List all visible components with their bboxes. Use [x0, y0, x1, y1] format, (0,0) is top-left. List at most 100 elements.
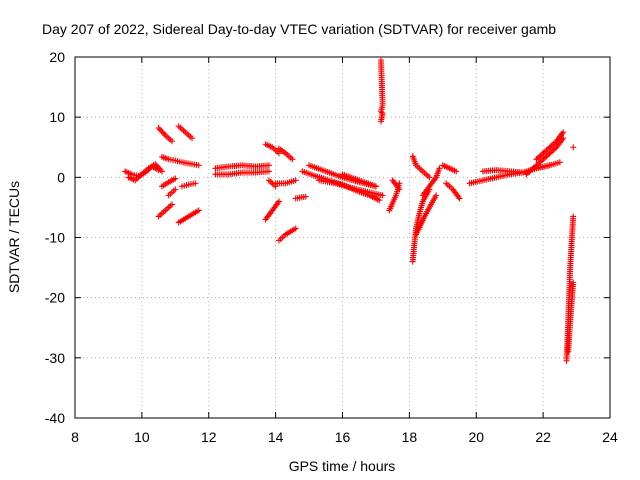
data-point — [157, 166, 164, 173]
data-point — [195, 207, 202, 214]
data-point — [379, 192, 386, 199]
data-point — [168, 201, 175, 208]
data-point — [436, 165, 443, 172]
data-point — [189, 135, 196, 142]
data-series-s06 — [158, 175, 179, 190]
data-point — [289, 156, 296, 163]
data-point — [532, 163, 539, 170]
data-point — [530, 164, 537, 171]
data-point — [539, 157, 546, 164]
data-point — [527, 167, 534, 174]
data-point — [396, 186, 403, 193]
x-tick-label: 12 — [201, 429, 217, 445]
data-point — [534, 154, 541, 161]
data-series-s18 — [272, 177, 299, 187]
data-point — [155, 124, 162, 131]
data-point — [453, 168, 460, 175]
data-point — [192, 180, 199, 187]
data-point — [536, 153, 543, 160]
data-series-s35 — [533, 129, 567, 163]
x-tick-label: 16 — [335, 429, 351, 445]
data-point — [158, 127, 165, 134]
y-tick-label: 0 — [57, 169, 65, 185]
y-tick-label: -10 — [45, 230, 65, 246]
data-point — [172, 175, 179, 182]
data-point — [153, 162, 160, 169]
x-tick-label: 8 — [71, 429, 79, 445]
data-series-s27 — [409, 186, 433, 265]
data-point — [456, 195, 463, 202]
data-point — [195, 162, 202, 169]
y-tick-label: 10 — [49, 109, 65, 125]
data-series-s26 — [389, 177, 403, 193]
data-point — [265, 168, 272, 175]
data-point — [547, 143, 554, 150]
x-tick-label: 24 — [602, 429, 618, 445]
chart-title: Day 207 of 2022, Sidereal Day-to-day VTE… — [42, 21, 556, 37]
data-point — [549, 142, 556, 149]
data-point — [542, 148, 549, 155]
data-point — [426, 174, 433, 181]
data-point — [570, 279, 577, 286]
data-point — [168, 138, 175, 145]
y-tick-label: -40 — [45, 410, 65, 426]
data-point — [546, 144, 553, 151]
data-series-s29 — [413, 192, 440, 238]
data-series-s36 — [523, 135, 567, 178]
data-point — [526, 168, 533, 175]
data-series-s04 — [155, 124, 175, 145]
data-series-s12 — [212, 162, 272, 172]
x-tick-label: 10 — [134, 429, 150, 445]
data-point — [158, 168, 165, 175]
data-point — [154, 163, 161, 170]
data-series-s09 — [155, 201, 175, 220]
data-point — [265, 162, 272, 169]
data-point — [542, 154, 549, 161]
y-tick-label: -30 — [45, 350, 65, 366]
data-point — [543, 147, 550, 154]
data-point — [159, 129, 166, 136]
data-series-s17 — [275, 225, 299, 244]
data-point — [524, 170, 531, 177]
data-series-s03 — [158, 153, 202, 169]
data-point — [529, 166, 536, 173]
data-point — [556, 159, 563, 166]
data-point — [160, 130, 167, 137]
data-series-s30 — [419, 165, 443, 199]
data-point — [275, 198, 282, 205]
data-point — [156, 165, 163, 172]
y-tick-label: -20 — [45, 290, 65, 306]
data-series-s23 — [339, 171, 379, 190]
data-point — [549, 148, 556, 155]
data-point — [560, 135, 567, 142]
data-point — [292, 225, 299, 232]
x-tick-label: 14 — [268, 429, 284, 445]
data-point — [172, 186, 179, 193]
data-series-s22 — [316, 177, 386, 199]
x-tick-label: 20 — [468, 429, 484, 445]
data-series-s19 — [292, 193, 309, 202]
axis-ticks: 8 10 12 14 16 18 20 22 24 -40 -30 -20 -10 0 10 20 — [45, 49, 618, 445]
data-series-s08 — [165, 186, 179, 199]
y-tick-label: 20 — [49, 49, 65, 65]
data-point — [550, 146, 557, 153]
data-point — [433, 192, 440, 199]
data-point — [570, 213, 577, 220]
data-point — [302, 193, 309, 200]
y-axis-label: SDTVAR / TECUs — [6, 181, 22, 293]
data-point — [152, 161, 159, 168]
data-point — [156, 126, 163, 133]
data-series-s13 — [262, 141, 282, 157]
data-series-s14 — [275, 145, 296, 163]
data-point — [570, 144, 577, 151]
data-point — [536, 159, 543, 166]
data-series-s37 — [570, 144, 577, 151]
data-point — [523, 171, 530, 178]
data-point — [543, 153, 550, 160]
data-point — [533, 156, 540, 163]
data-point — [540, 149, 547, 156]
data-series-s11 — [212, 168, 272, 178]
x-tick-label: 22 — [535, 429, 551, 445]
data-series-s16 — [262, 198, 282, 223]
